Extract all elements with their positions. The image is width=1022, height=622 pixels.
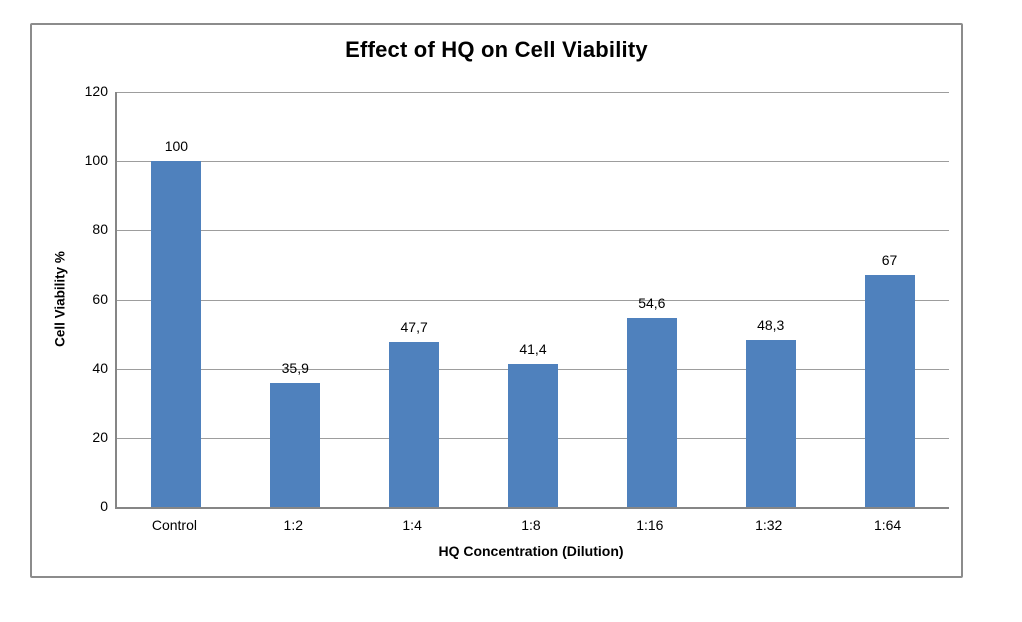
bar — [626, 318, 677, 507]
bar — [745, 339, 796, 507]
y-tick-label: 80 — [92, 221, 108, 238]
bar-slot: 48,3 — [711, 92, 830, 507]
bar — [507, 363, 558, 507]
bar-value-label: 100 — [164, 138, 189, 155]
gridline — [117, 299, 949, 301]
y-axis-tick-labels: 0 20 40 60 80 100 120 — [32, 83, 108, 514]
y-tick-label: 100 — [84, 152, 108, 169]
bar-value-label: 41,4 — [519, 340, 547, 357]
bar-slot: 47,7 — [355, 92, 474, 507]
bar-value-label: 54,6 — [638, 295, 666, 312]
chart-title: Effect of HQ on Cell Viability — [345, 37, 648, 62]
bar-slot: 54,6 — [592, 92, 711, 507]
chart-frame: Effect of HQ on Cell Viability Cell Viab… — [30, 23, 963, 578]
gridline — [117, 92, 949, 93]
x-tick-label: 1:2 — [283, 517, 303, 533]
bar-slot: 35,9 — [236, 92, 355, 507]
bar — [864, 275, 915, 507]
x-tick-label: 1:64 — [873, 517, 902, 533]
y-tick-label: 120 — [84, 83, 108, 99]
y-tick-label: 60 — [92, 290, 108, 307]
bar-slot: 100 — [117, 92, 236, 507]
x-tick-label: 1:8 — [521, 517, 541, 533]
gridline — [117, 230, 949, 232]
bar-value-label: 35,9 — [281, 359, 309, 376]
bar — [389, 342, 440, 507]
plot-area: 100 35,9 47,7 41,4 54,6 48,3 67 — [115, 92, 949, 509]
x-axis-tick-labels: Control 1:2 1:4 1:8 1:16 1:32 1:64 — [115, 517, 947, 537]
bar-value-label: 47,7 — [400, 319, 428, 336]
x-tick-label: 1:4 — [402, 517, 422, 533]
bar-value-label: 67 — [881, 252, 898, 269]
x-tick-label: 1:16 — [636, 517, 664, 533]
y-tick-label: 40 — [92, 359, 108, 376]
x-tick-label: 1:32 — [755, 517, 783, 533]
bar — [151, 161, 202, 507]
bar — [270, 382, 321, 507]
x-axis-title: HQ Concentration (Dilution) — [438, 543, 624, 559]
bar-slot: 41,4 — [474, 92, 593, 507]
bar-value-label: 48,3 — [757, 316, 785, 333]
y-tick-label: 20 — [92, 428, 108, 445]
x-tick-label: Control — [151, 517, 197, 533]
y-tick-label: 0 — [100, 498, 108, 514]
bar-slot: 67 — [830, 92, 949, 507]
gridline — [117, 161, 949, 163]
